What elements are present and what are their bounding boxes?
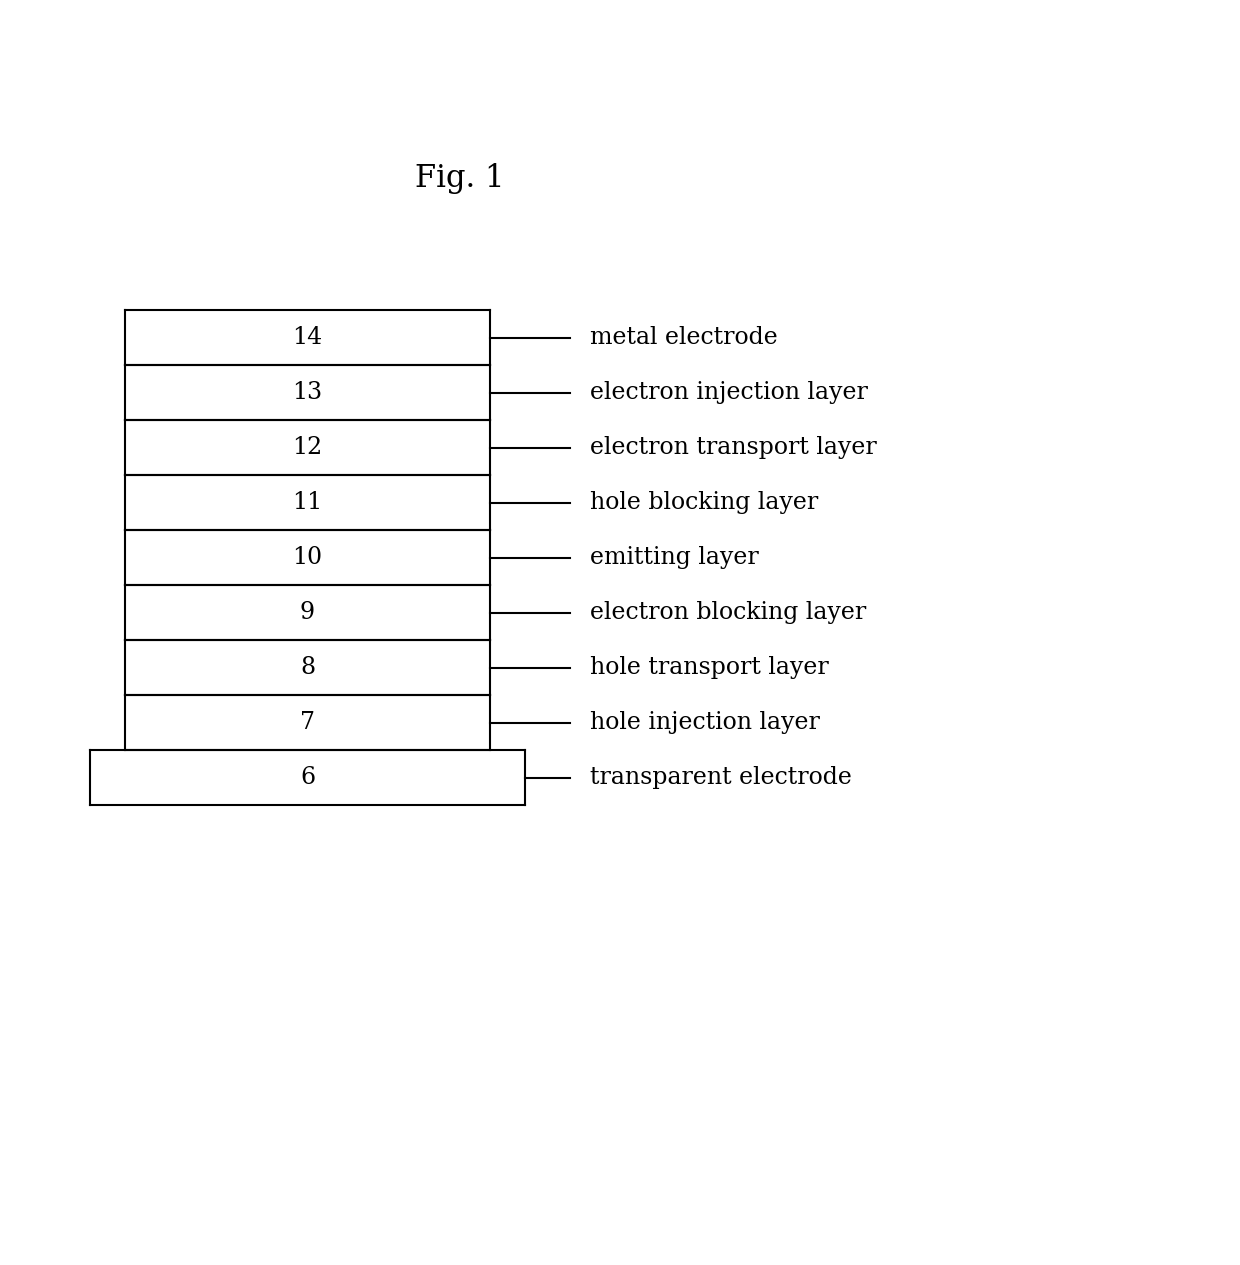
- Text: transparent electrode: transparent electrode: [590, 767, 852, 789]
- Text: 9: 9: [300, 601, 315, 624]
- Text: electron injection layer: electron injection layer: [590, 381, 868, 404]
- Text: 10: 10: [293, 546, 322, 569]
- Text: 12: 12: [293, 436, 322, 459]
- Text: 14: 14: [293, 326, 322, 349]
- Text: electron transport layer: electron transport layer: [590, 436, 877, 459]
- Text: 6: 6: [300, 767, 315, 789]
- Text: Fig. 1: Fig. 1: [415, 162, 505, 194]
- Text: 11: 11: [293, 491, 322, 514]
- Text: metal electrode: metal electrode: [590, 326, 777, 349]
- Text: hole blocking layer: hole blocking layer: [590, 491, 818, 514]
- Text: emitting layer: emitting layer: [590, 546, 759, 569]
- Text: 8: 8: [300, 657, 315, 679]
- Text: electron blocking layer: electron blocking layer: [590, 601, 867, 624]
- Text: 7: 7: [300, 711, 315, 734]
- Text: 13: 13: [293, 381, 322, 404]
- Text: hole transport layer: hole transport layer: [590, 657, 828, 679]
- Text: hole injection layer: hole injection layer: [590, 711, 820, 734]
